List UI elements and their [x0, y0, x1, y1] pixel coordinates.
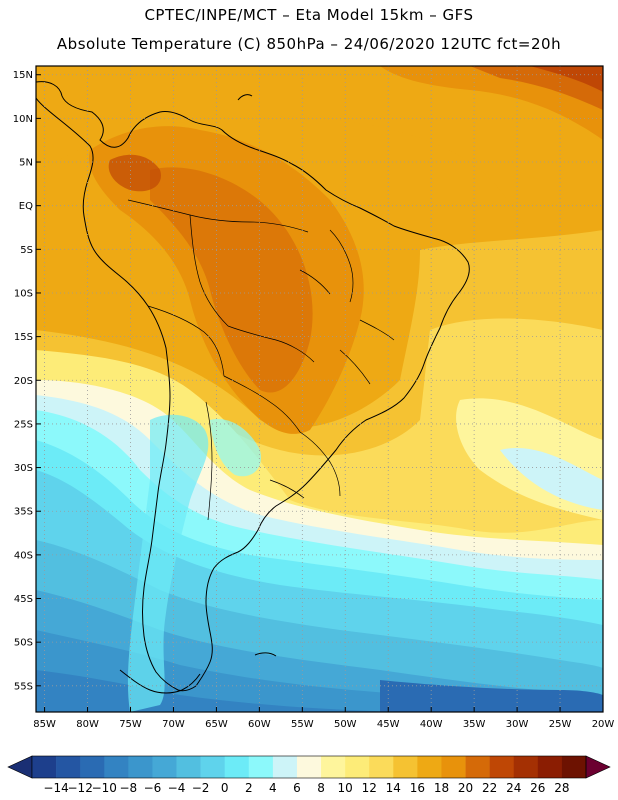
- colorbar-swatch: [200, 756, 225, 778]
- colorbar-swatch: [561, 756, 587, 778]
- colorbar-label: 4: [269, 781, 277, 795]
- colorbar-max-arrow: [585, 755, 611, 779]
- lat-label: 55S: [14, 681, 33, 692]
- lat-label: 50S: [14, 638, 33, 649]
- lat-label: 35S: [14, 507, 33, 518]
- colorbar-swatch: [513, 756, 539, 778]
- colorbar-label: −2: [192, 781, 210, 795]
- colorbar-label: 28: [554, 781, 569, 795]
- title-line-1: CPTEC/INPE/MCT – Eta Model 15km – GFS: [144, 6, 474, 24]
- lat-label: 15S: [14, 332, 33, 343]
- colorbar-swatch: [32, 756, 57, 778]
- title-line-2: Absolute Temperature (C) 850hPa – 24/06/…: [56, 35, 562, 53]
- colorbar-swatch: [152, 756, 177, 778]
- lon-label: 45W: [377, 719, 400, 730]
- colorbar-swatch: [248, 756, 274, 778]
- lon-label: 75W: [119, 719, 142, 730]
- colorbar-label: 18: [434, 781, 449, 795]
- colorbar-swatch: [128, 756, 153, 778]
- lat-label: 10S: [14, 288, 33, 299]
- lat-label: 15N: [13, 70, 33, 81]
- colorbar-label: −12: [68, 781, 93, 795]
- lon-label: 55W: [291, 719, 314, 730]
- colorbar-swatch: [489, 756, 515, 778]
- colorbar-swatch: [369, 756, 394, 778]
- colorbar-swatch: [56, 756, 81, 778]
- lon-label: 25W: [549, 719, 572, 730]
- lon-label: 40W: [420, 719, 443, 730]
- colorbar-label: 16: [410, 781, 425, 795]
- colorbar-swatch: [417, 756, 442, 778]
- colorbar-swatch: [176, 756, 201, 778]
- lat-label: EQ: [19, 201, 33, 212]
- colorbar-label: 10: [337, 781, 352, 795]
- lat-label: 20S: [14, 376, 33, 387]
- lon-label: 20W: [592, 719, 615, 730]
- colorbar-label: 2: [245, 781, 253, 795]
- lon-label: 35W: [463, 719, 486, 730]
- lat-label: 45S: [14, 594, 33, 605]
- colorbar-swatch: [80, 756, 105, 778]
- lon-label: 65W: [205, 719, 228, 730]
- colorbar-label: −6: [144, 781, 162, 795]
- temperature-field: [36, 66, 603, 712]
- lon-label: 60W: [248, 719, 271, 730]
- lat-label: 10N: [13, 114, 33, 125]
- colorbar-label: −8: [119, 781, 137, 795]
- country-borders: [127, 199, 395, 521]
- colorbar-swatch: [465, 756, 490, 778]
- map-frame: [35, 65, 604, 713]
- colorbar-swatch: [441, 756, 466, 778]
- colorbar-label: −4: [168, 781, 186, 795]
- colorbar-label: 12: [362, 781, 377, 795]
- colorbar-label: 20: [458, 781, 473, 795]
- colorbar-label: 14: [386, 781, 401, 795]
- colorbar-label: 26: [530, 781, 545, 795]
- colorbar-label: 24: [506, 781, 521, 795]
- colorbar-swatch: [224, 756, 250, 778]
- colorbar-label: 22: [482, 781, 497, 795]
- lat-label: 40S: [14, 550, 33, 561]
- colorbar-swatch: [393, 756, 418, 778]
- longitude-labels: 85W 80W 75W 70W 65W 60W 55W 50W 45W 40W 35W 30W 25W 2…: [33, 707, 614, 730]
- colorbar-label: −14: [43, 781, 68, 795]
- lon-label: 50W: [334, 719, 357, 730]
- colorbar-swatch: [296, 756, 322, 778]
- coastline-outline: [36, 81, 470, 694]
- colorbar-swatch: [272, 756, 298, 778]
- colorbar-label: 6: [293, 781, 301, 795]
- colorbar-label: 8: [317, 781, 325, 795]
- colorbar-label: −10: [92, 781, 117, 795]
- colorbar-swatch: [345, 756, 370, 778]
- colorbar-min-arrow: [7, 755, 33, 779]
- colorbar-label: 0: [221, 781, 229, 795]
- graticule-grid: [36, 66, 604, 712]
- lon-label: 70W: [162, 719, 185, 730]
- lat-label: 5N: [19, 158, 33, 169]
- colorbar-swatch: [537, 756, 563, 778]
- colorbar-frame: [31, 755, 587, 779]
- latitude-labels: 15N 10N 5N EQ 5S 10S 15S 20S 25S 30S 35S 40S 45S 50S 5…: [13, 70, 41, 692]
- lat-label: 25S: [14, 419, 33, 430]
- colorbar-swatch: [104, 756, 129, 778]
- lat-label: 30S: [14, 463, 33, 474]
- colorbar: −14−12−10 −8 −6 −4 −2 0 2 4 6 8 10 12 14 16 18 20 22 24 26…: [7, 755, 611, 795]
- lon-label: 85W: [33, 719, 56, 730]
- lon-label: 30W: [506, 719, 529, 730]
- lat-label: 5S: [20, 245, 33, 256]
- lon-label: 80W: [76, 719, 99, 730]
- colorbar-swatch: [321, 756, 346, 778]
